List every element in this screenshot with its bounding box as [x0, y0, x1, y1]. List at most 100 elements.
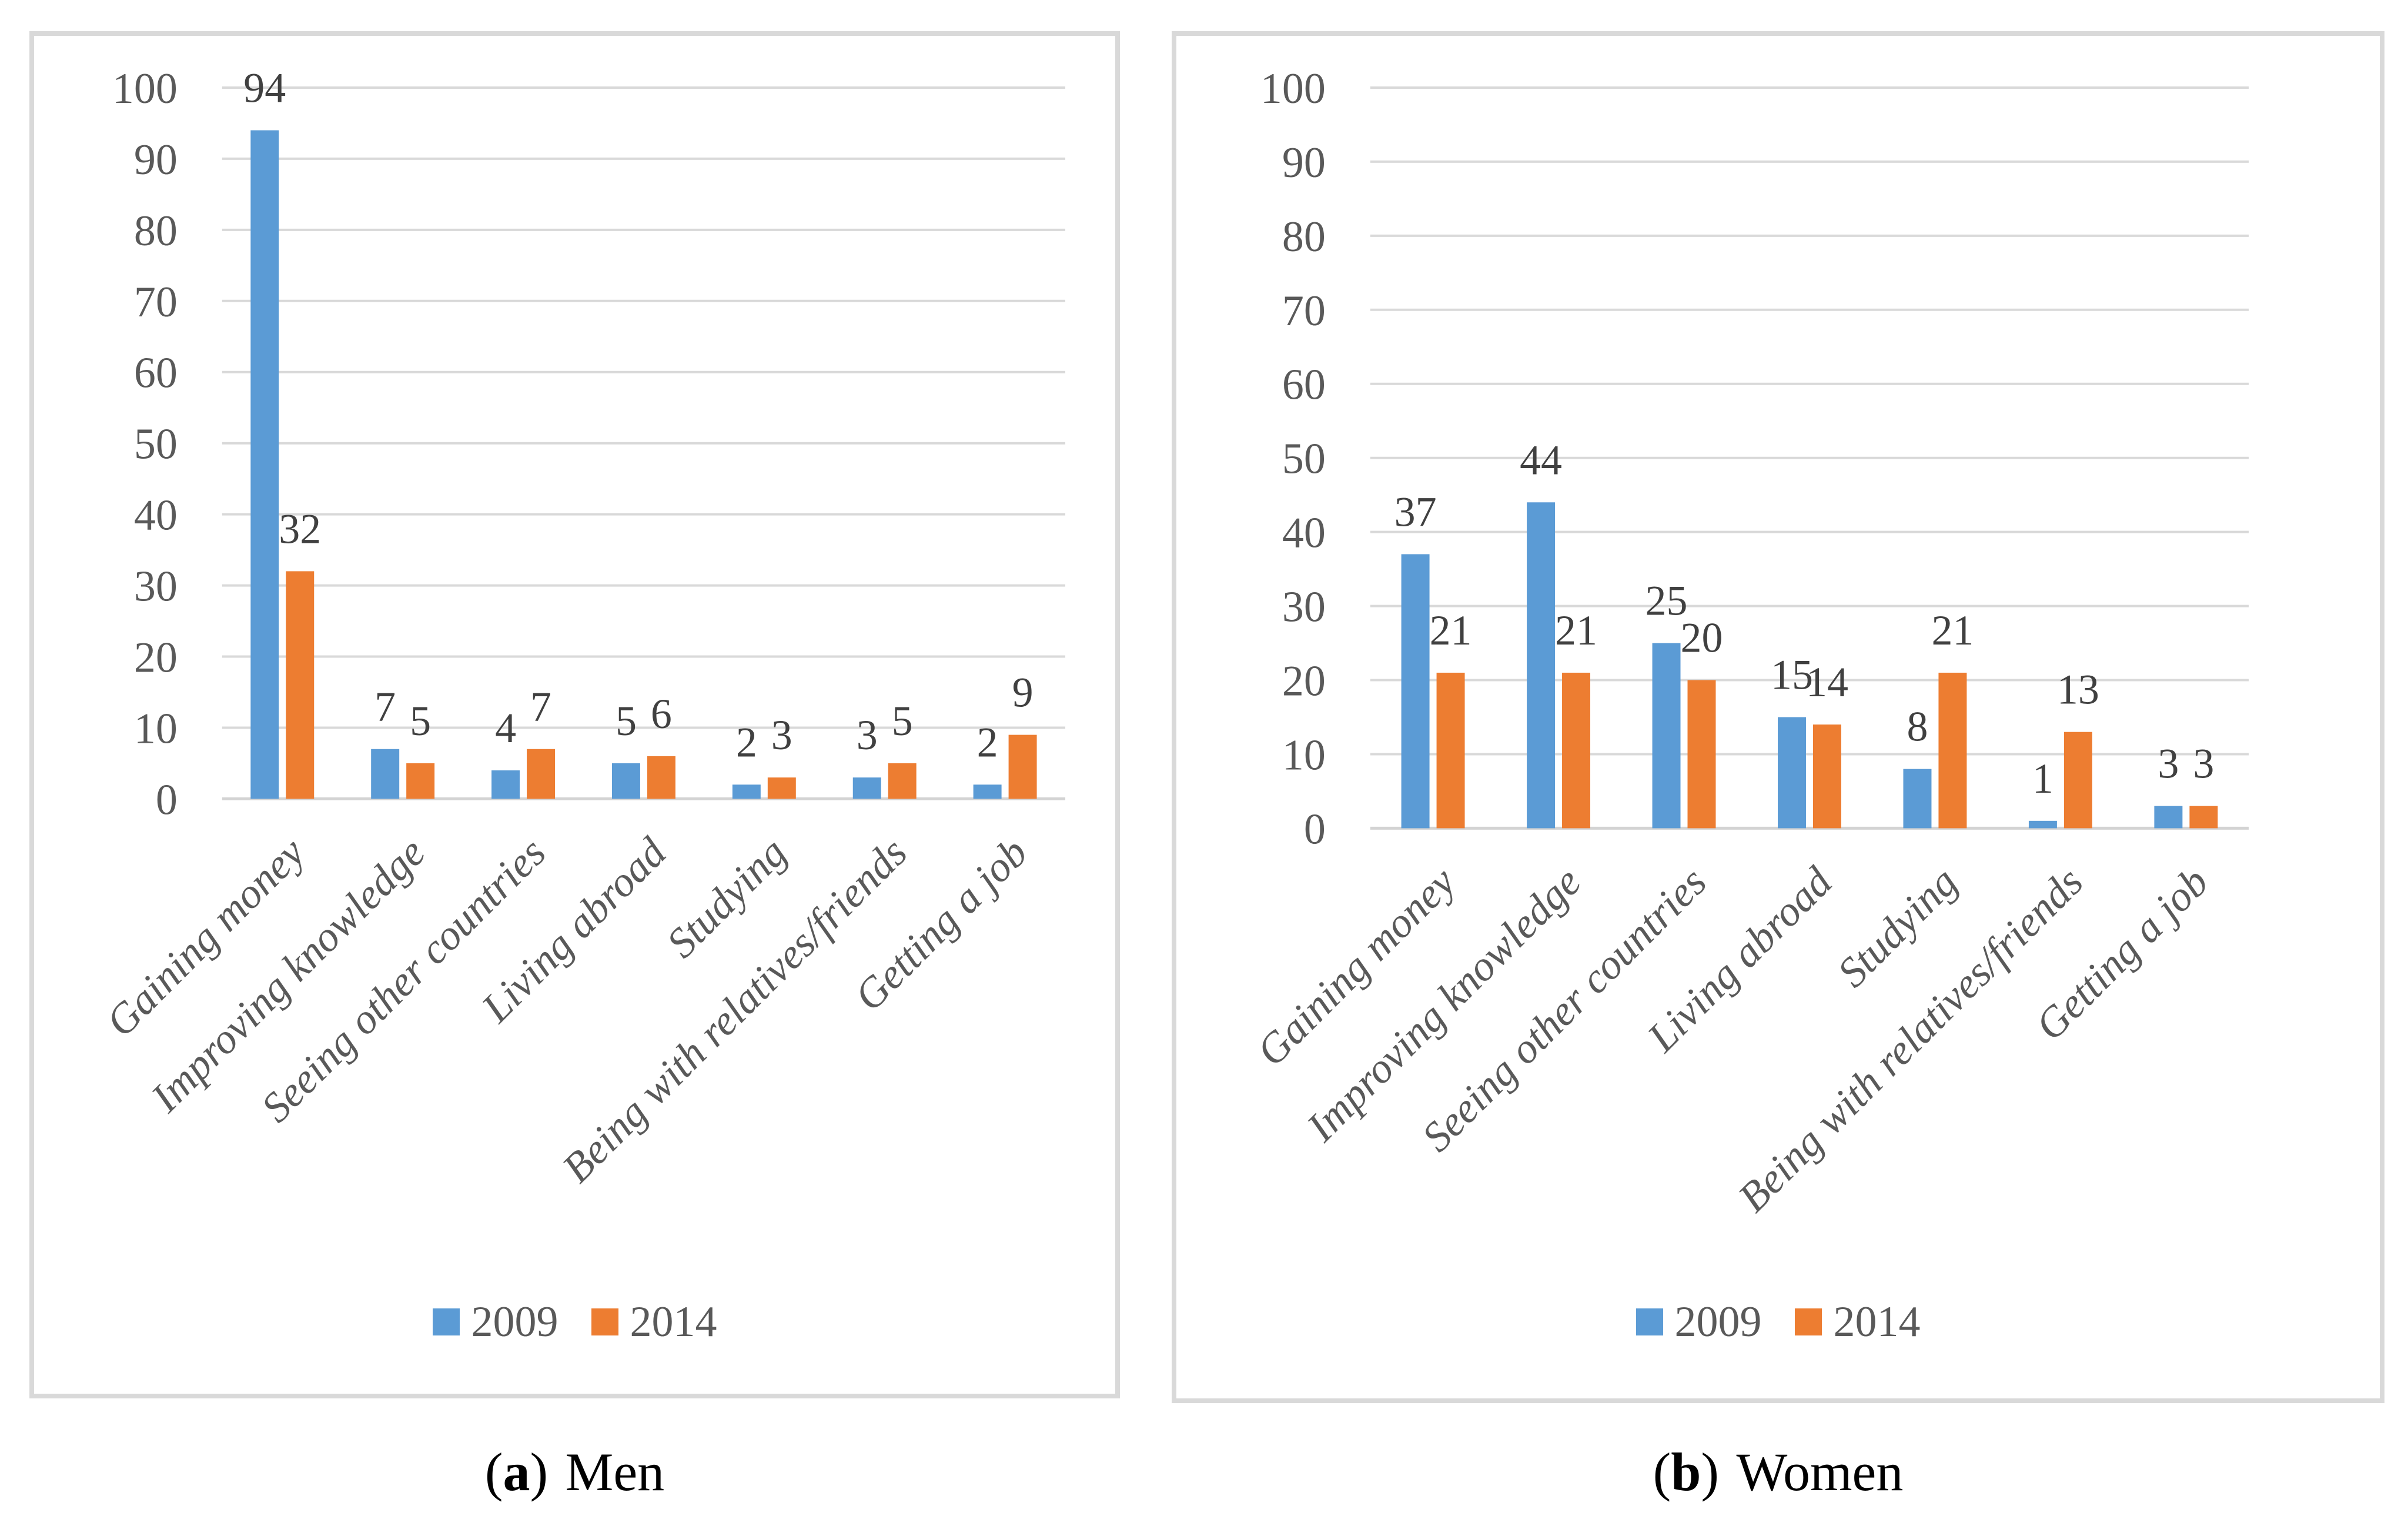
y-tick-label-60: 60: [134, 349, 178, 397]
bar-value-label: 2: [977, 719, 998, 766]
bar-value-label: 4: [495, 704, 516, 752]
caption-paren-close: ): [530, 1442, 549, 1502]
women-chart-panel: 0 10 20 30 40 50 60 70 80 90 100 37 21 Gaining money 4…: [1172, 31, 2384, 1403]
legend-swatch-2014-icon: [1794, 1308, 1822, 1335]
bar-value-label: 3: [2193, 740, 2214, 787]
bar-value-label: 14: [1806, 659, 1848, 706]
bar-2014-women-1: [1562, 672, 1591, 829]
bar-value-label: 5: [410, 697, 431, 744]
bar-value-label: 5: [892, 697, 913, 744]
bar-2009-men-5: [852, 777, 881, 799]
bar-value-label: 20: [1681, 615, 1723, 662]
bar-value-label: 21: [1555, 607, 1597, 654]
legend-item-2014: 2014: [1794, 1298, 1921, 1346]
y-tick-label-10: 10: [134, 704, 178, 752]
bar-2014-women-3: [1812, 724, 1841, 829]
caption-letter: b: [1671, 1442, 1701, 1502]
bar-value-label: 8: [1907, 703, 1928, 750]
y-tick-label-0: 0: [1304, 804, 1326, 853]
legend-item-2009: 2009: [1636, 1300, 1762, 1344]
men-chart-panel: 0 10 20 30 40 50 60 70 80 90 100 94 32 Gaining money 7…: [29, 31, 1120, 1398]
bar-value-label: 13: [2057, 666, 2099, 713]
bar-2009-women-6: [2154, 806, 2183, 829]
bar-value-label: 44: [1520, 436, 1562, 483]
bar-2009-men-6: [973, 784, 1002, 799]
bar-2009-women-0: [1401, 554, 1430, 829]
bar-value-label: 2: [736, 719, 757, 766]
bar-value-label: 94: [243, 65, 286, 112]
y-tick-label-80: 80: [134, 206, 178, 255]
bar-2009-men-3: [611, 763, 640, 799]
bar-value-label: 3: [771, 712, 792, 759]
y-tick-label-70: 70: [134, 278, 178, 326]
y-tick-label-40: 40: [1282, 509, 1326, 557]
bar-2014-men-2: [527, 749, 556, 799]
bar-2009-women-1: [1527, 502, 1556, 829]
bar-value-label: 9: [1012, 669, 1034, 716]
bar-value-label: 21: [1931, 607, 1974, 654]
bar-2014-women-0: [1436, 672, 1465, 829]
bar-value-label: 5: [616, 697, 637, 744]
bar-value-label: 25: [1646, 577, 1688, 625]
y-tick-label-100: 100: [1260, 64, 1326, 112]
bar-2009-men-2: [491, 770, 520, 799]
y-tick-label-80: 80: [1282, 212, 1326, 261]
bar-2014-men-1: [406, 763, 435, 799]
bar-2009-women-2: [1652, 643, 1681, 829]
caption-text: Men: [565, 1442, 665, 1502]
y-tick-label-30: 30: [1282, 583, 1326, 631]
legend-swatch-2014-icon: [591, 1308, 618, 1335]
bar-2014-women-2: [1687, 680, 1716, 829]
bar-value-label: 3: [857, 712, 878, 759]
caption-paren-open: (: [1653, 1442, 1671, 1502]
y-tick-label-60: 60: [1282, 360, 1326, 409]
bar-2009-men-4: [732, 784, 761, 799]
caption-women: (b) Women: [1172, 1441, 2384, 1503]
bar-2009-women-4: [1903, 769, 1932, 829]
bar-value-label: 21: [1430, 607, 1472, 654]
bar-2014-women-5: [2063, 732, 2092, 829]
legend-label-2014: 2014: [1833, 1298, 1921, 1346]
y-tick-label-40: 40: [134, 491, 178, 539]
bar-2014-women-6: [2189, 806, 2218, 829]
caption-paren-open: (: [484, 1442, 503, 1502]
legend-label-2014: 2014: [630, 1298, 717, 1346]
caption-paren-close: ): [1701, 1442, 1720, 1502]
bar-value-label: 7: [530, 683, 551, 730]
bar-2014-men-6: [1008, 734, 1037, 799]
bar-value-label: 6: [651, 690, 672, 737]
legend-swatch-2009-icon: [432, 1308, 460, 1335]
y-tick-label-90: 90: [1282, 138, 1326, 186]
y-tick-label-20: 20: [1282, 657, 1326, 705]
legend-item-2009: 2009: [432, 1298, 558, 1346]
bar-value-label: 7: [374, 683, 396, 730]
bar-2014-men-5: [888, 763, 917, 799]
bar-2009-men-1: [371, 749, 400, 799]
y-tick-label-50: 50: [134, 420, 178, 468]
legend: 2009 2014: [1176, 1300, 2380, 1344]
legend-swatch-2009-icon: [1636, 1308, 1663, 1335]
caption-letter: a: [503, 1442, 530, 1502]
legend: 2009 2014: [34, 1300, 1115, 1344]
y-tick-label-70: 70: [1282, 286, 1326, 335]
bar-2014-men-4: [767, 777, 796, 799]
bar-value-label: 3: [2158, 740, 2179, 787]
y-tick-label-20: 20: [134, 633, 178, 682]
y-tick-label-100: 100: [112, 64, 178, 112]
bar-2014-women-4: [1938, 672, 1967, 829]
bar-value-label: 37: [1394, 488, 1437, 535]
bar-value-label: 1: [2032, 755, 2054, 802]
bar-2009-women-5: [2028, 820, 2057, 829]
caption-men: (a) Men: [29, 1441, 1120, 1503]
legend-item-2014: 2014: [591, 1300, 717, 1344]
bar-2014-men-0: [286, 571, 315, 799]
bar-2009-men-0: [250, 130, 279, 799]
bar-2009-women-3: [1778, 717, 1806, 829]
y-tick-label-90: 90: [134, 135, 178, 183]
legend-label-2009: 2009: [471, 1298, 558, 1346]
legend-label-2009: 2009: [1674, 1298, 1762, 1346]
y-tick-label-0: 0: [156, 775, 178, 823]
y-tick-label-10: 10: [1282, 730, 1326, 779]
